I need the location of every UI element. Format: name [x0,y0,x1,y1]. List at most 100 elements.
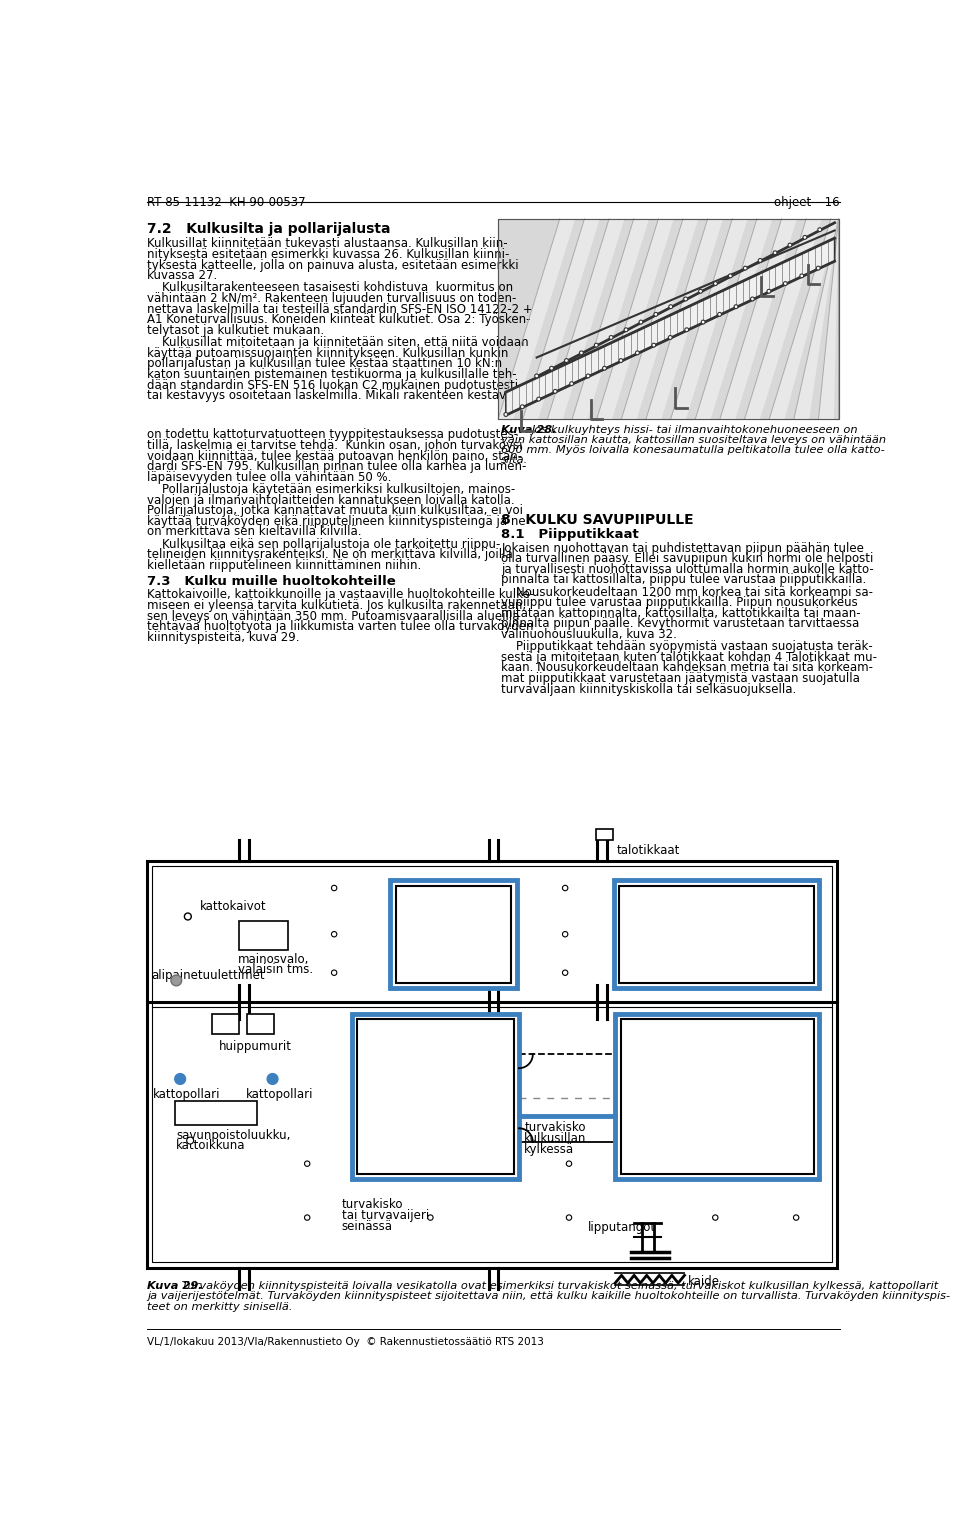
Circle shape [699,970,704,975]
Text: vupiippu tulee varustaa piipputikkailla. Piipun nousukorkeus: vupiippu tulee varustaa piipputikkailla.… [501,596,858,609]
Text: telytasot ja kulkutiet mukaan.: telytasot ja kulkutiet mukaan. [147,324,324,337]
Text: Jos kulkuyhteys hissi- tai ilmanvaihtokonehuoneeseen on: Jos kulkuyhteys hissi- tai ilmanvaihtoko… [532,426,858,435]
Circle shape [729,274,732,277]
Circle shape [684,327,688,332]
Circle shape [504,412,508,417]
Text: alipainetuulettimet: alipainetuulettimet [152,969,265,982]
Circle shape [668,335,672,340]
Text: tillä, laskelmia ei tarvitse tehdä.  Kunkin osan, johon turvaköysi: tillä, laskelmia ei tarvitse tehdä. Kunk… [147,440,522,452]
Text: dardi SFS-EN 795. Kulkusillan pinnan tulee olla karhea ja lumen-: dardi SFS-EN 795. Kulkusillan pinnan tul… [147,461,526,473]
Polygon shape [794,218,838,418]
Text: Pollarijalustoja, jotka kannattavat muuta kuin kulkusiltaa, ei voi: Pollarijalustoja, jotka kannattavat muut… [147,505,523,517]
Circle shape [184,913,191,920]
Text: Kulkusiltarakenteeseen tasaisesti kohdistuva  kuormitus on: Kulkusiltarakenteeseen tasaisesti kohdis… [147,282,514,294]
Circle shape [699,290,703,293]
Circle shape [669,305,673,309]
Circle shape [794,1214,799,1220]
Text: dään standardin SFS-EN 516 luokan C2 mukainen pudotustesti,: dään standardin SFS-EN 516 luokan C2 muk… [147,379,522,391]
Text: seinässä: seinässä [342,1220,393,1233]
Bar [175,1101,257,1125]
Circle shape [636,350,639,355]
Text: sisätiloista: sisätiloista [636,1063,700,1076]
Text: teet on merkitty sinisellä.: teet on merkitty sinisellä. [147,1302,293,1311]
Circle shape [718,312,722,317]
Text: 600 mm. Myös loivalla konesaumatulla peltikatolla tulee olla katto-: 600 mm. Myös loivalla konesaumatulla pel… [501,446,885,455]
Text: vain kattosillan kautta, kattosillan suositeltava leveys on vähintään: vain kattosillan kautta, kattosillan suo… [501,435,886,446]
Text: nityksestä esitetään esimerkki kuvassa 26. Kulkusillan kiinni-: nityksestä esitetään esimerkki kuvassa 2… [147,249,510,261]
Text: on merkittävä sen kieltävillä kilvillä.: on merkittävä sen kieltävillä kilvillä. [147,526,362,538]
Text: läpäisevyyden tulee olla vähintään 50 %.: läpäisevyyden tulee olla vähintään 50 %. [147,471,392,484]
Circle shape [304,1214,310,1220]
Text: konehuone: konehuone [363,1078,428,1090]
Text: ja turvallisesti nuohottavissa ulottumalla hormin aukolle katto-: ja turvallisesti nuohottavissa ulottumal… [501,562,874,576]
Text: A1 Koneturvallisuus. Koneiden kiinteät kulkutiet. Osa 2: Työsken-: A1 Koneturvallisuus. Koneiden kiinteät k… [147,314,531,326]
Circle shape [564,359,568,362]
Text: Turvaköyden kiinnityspisteitä loivalla vesikatolla ovat esimerkiksi turvakiskot : Turvaköyden kiinnityspisteitä loivalla v… [178,1281,938,1292]
Circle shape [654,312,658,317]
Text: katolle: katolle [636,1073,677,1087]
Text: pinnalta piipun päälle. Kevythormit varustetaan tarvittaessa: pinnalta piipun päälle. Kevythormit varu… [501,617,859,631]
Text: kielletään riipputelineen kiinnittäminen niihin.: kielletään riipputelineen kiinnittäminen… [147,559,421,572]
Text: katon suuntainen pistemäinen testikuorma ja kulkusillalle teh-: katon suuntainen pistemäinen testikuorma… [147,368,516,381]
Text: välinuohousluukulla, kuva 32.: välinuohousluukulla, kuva 32. [501,628,677,641]
Bar [613,881,819,988]
Circle shape [684,297,687,300]
Bar [619,885,814,982]
Circle shape [420,931,425,937]
Circle shape [563,970,568,975]
Circle shape [587,374,590,377]
Circle shape [743,267,747,270]
Bar [396,885,512,982]
Text: turvavaljaan kiinnityskiskolla tai selkäsuojuksella.: turvavaljaan kiinnityskiskolla tai selkä… [501,682,797,696]
Text: olla turvallinen pääsy. Ellei savupiipun kukin hormi ole helposti: olla turvallinen pääsy. Ellei savupiipun… [501,552,874,565]
Circle shape [603,367,607,370]
Circle shape [566,1161,572,1166]
Text: vähintään 2 kN/m². Rakenteen lujuuden turvallisuus on toden-: vähintään 2 kN/m². Rakenteen lujuuden tu… [147,293,516,305]
Text: käyttää putoamissuojainten kiinnitykseen. Kulkusillan kunkin: käyttää putoamissuojainten kiinnitykseen… [147,347,509,359]
Circle shape [331,970,337,975]
Bar [498,218,838,418]
Circle shape [794,1161,799,1166]
Circle shape [794,885,799,891]
Text: huippumurit: huippumurit [219,1040,292,1052]
Circle shape [580,350,584,355]
Text: mainosvalo,: mainosvalo, [238,954,309,967]
Circle shape [767,290,771,293]
Text: Kulkusillat mitoitetaan ja kiinnitetään siten, että niitä voidaan: Kulkusillat mitoitetaan ja kiinnitetään … [147,337,529,349]
Text: 7.2   Kulkusilta ja pollarijalusta: 7.2 Kulkusilta ja pollarijalusta [147,221,391,236]
Circle shape [331,931,337,937]
Text: turvakisko: turvakisko [342,1198,403,1211]
Text: miseen ei yleensä tarvita kulkutietä. Jos kulkusilta rakennetaan,: miseen ei yleensä tarvita kulkutietä. Jo… [147,599,526,612]
Bar [212,1014,239,1034]
Bar [391,881,516,988]
Circle shape [712,1161,718,1166]
Text: mat piipputikkaat varustetaan jäätymistä vastaan suojatulla: mat piipputikkaat varustetaan jäätymistä… [501,672,860,685]
Circle shape [428,1214,433,1220]
Circle shape [758,259,762,262]
Text: käyttää turvaköyden eikä riipputelineen kiinnityspisteingä ja ne: käyttää turvaköyden eikä riipputelineen … [147,515,526,528]
Text: 8   KULKU SAVUPIIPULLE: 8 KULKU SAVUPIIPULLE [501,512,694,528]
Circle shape [788,243,792,247]
Text: Pollarijalustoja käytetään esimerkiksi kulkusiltojen, mainos-: Pollarijalustoja käytetään esimerkiksi k… [147,484,516,496]
Circle shape [751,297,755,300]
Circle shape [800,274,804,277]
Circle shape [734,305,738,309]
Text: telineiden kiinnitysrakenteiksi. Ne on merkittävä kilvillä, joilla: telineiden kiinnitysrakenteiksi. Ne on m… [147,549,513,561]
Polygon shape [523,218,600,418]
Bar [620,1019,814,1173]
Circle shape [712,1214,718,1220]
Text: silta.: silta. [501,455,529,465]
Text: ohjeet – 16: ohjeet – 16 [775,196,840,209]
Circle shape [550,367,554,370]
Text: tai turvavaijeri: tai turvavaijeri [342,1210,429,1222]
Circle shape [186,1137,194,1145]
Circle shape [304,1161,310,1166]
Text: valaisin tms.: valaisin tms. [238,964,313,976]
Polygon shape [597,218,674,418]
Text: valojen ja ilmanvaihtolaitteiden kannatukseen loivalla katolla.: valojen ja ilmanvaihtolaitteiden kannatu… [147,494,515,506]
Text: tyksestä katteelle, jolla on painuva alusta, esitetään esimerkki: tyksestä katteelle, jolla on painuva alu… [147,259,518,271]
Circle shape [594,343,598,347]
Circle shape [713,282,717,285]
Text: sen leveys on vähintään 350 mm. Putoamisvaarallisilla alueilla: sen leveys on vähintään 350 mm. Putoamis… [147,609,519,623]
Bar [357,1019,514,1173]
